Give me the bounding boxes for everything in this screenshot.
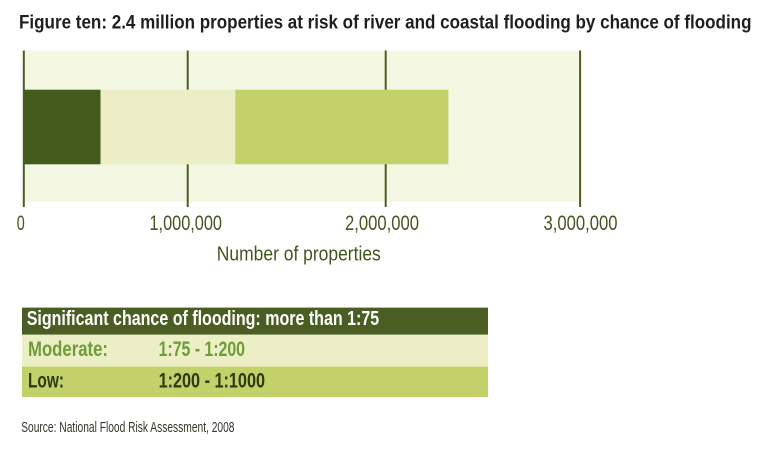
svg-text:1:200 - 1:1000: 1:200 - 1:1000 bbox=[159, 370, 265, 393]
svg-text:Low:: Low: bbox=[28, 370, 64, 393]
svg-text:Source: National Flood Risk As: Source: National Flood Risk Assessment, … bbox=[21, 420, 234, 436]
svg-text:Significant chance of flooding: Significant chance of flooding: more tha… bbox=[27, 308, 380, 330]
svg-text:Figure ten: 2.4 million proper: Figure ten: 2.4 million properties at ri… bbox=[19, 12, 752, 34]
svg-text:2,000,000: 2,000,000 bbox=[345, 212, 419, 235]
svg-text:1:75 - 1:200: 1:75 - 1:200 bbox=[159, 338, 245, 361]
svg-text:Number of properties: Number of properties bbox=[217, 243, 381, 266]
svg-text:0: 0 bbox=[17, 212, 25, 235]
svg-text:3,000,000: 3,000,000 bbox=[544, 212, 618, 235]
svg-text:Moderate:: Moderate: bbox=[28, 338, 108, 361]
svg-text:1,000,000: 1,000,000 bbox=[150, 212, 223, 235]
